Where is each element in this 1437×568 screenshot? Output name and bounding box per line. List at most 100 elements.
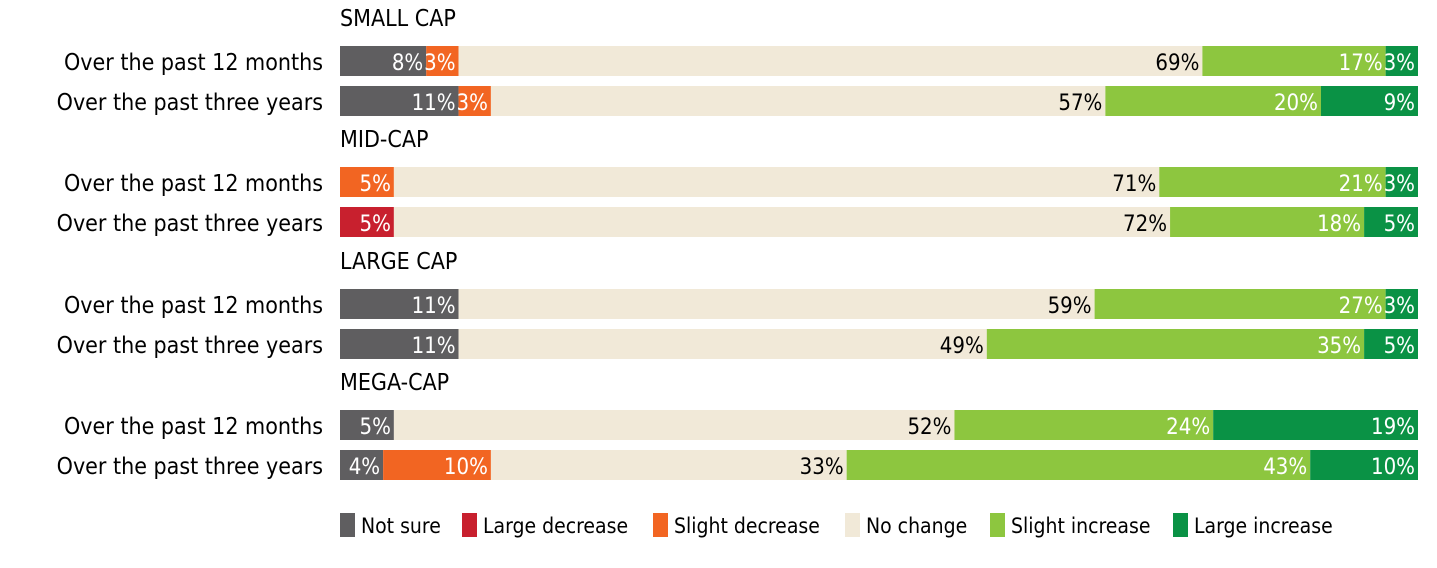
legend-swatch-slight-increase (990, 513, 1005, 537)
bar-segment-slight-increase (1202, 46, 1386, 76)
bar-segment-not-sure (340, 450, 384, 480)
data-label: 5% (359, 212, 390, 237)
bar-segment-slight-increase (1094, 289, 1386, 319)
group-title: MID-CAP (340, 127, 428, 153)
legend-swatch-slight-decrease (653, 513, 668, 537)
data-label: 3% (1384, 51, 1415, 76)
legend: Not sure Large decrease Slight decrease No … (340, 513, 1333, 538)
bar-segment-no-change (458, 46, 1203, 76)
legend-swatch-large-decrease (462, 513, 477, 537)
row-label: Over the past three years (57, 333, 323, 359)
data-label: 43% (1263, 455, 1307, 480)
data-label: 3% (1384, 172, 1415, 197)
legend-swatch-large-increase (1173, 513, 1188, 537)
row-label: Over the past 12 months (64, 414, 323, 440)
data-label: 11% (412, 294, 456, 319)
bar-segment-no-change (458, 329, 987, 359)
data-label: 19% (1371, 415, 1415, 440)
legend-label: Not sure (361, 514, 441, 538)
group-2: LARGE CAP Over the past 12 months 11% 59% 27… (57, 249, 1418, 359)
legend-label: Slight decrease (674, 514, 820, 538)
data-label: 57% (1058, 91, 1102, 116)
data-label: 10% (1371, 455, 1415, 480)
data-label: 5% (359, 172, 390, 197)
bar-segment-not-sure (340, 86, 459, 116)
bar-segment-no-change (393, 207, 1171, 237)
data-label: 17% (1339, 51, 1383, 76)
legend-label: Large increase (1194, 514, 1333, 538)
bar-row: Over the past 12 months 5% 52% 24% 19% (64, 410, 1418, 440)
bar-segment-not-sure (340, 329, 459, 359)
data-label: 8% (392, 51, 423, 76)
bar-segment-slight-increase (846, 450, 1311, 480)
bar-segment-slight-decrease (426, 46, 459, 76)
row-label: Over the past 12 months (64, 171, 323, 197)
data-label: 11% (412, 91, 456, 116)
row-label: Over the past three years (57, 90, 323, 116)
bar-segment-no-change (490, 86, 1106, 116)
data-label: 10% (444, 455, 488, 480)
bar-segment-slight-decrease (458, 86, 491, 116)
bar-segment-slight-increase (954, 410, 1214, 440)
data-label: 49% (940, 334, 984, 359)
data-label: 33% (800, 455, 844, 480)
bar-segment-slight-increase (1105, 86, 1321, 116)
row-label: Over the past three years (57, 454, 323, 480)
group-title: SMALL CAP (340, 6, 456, 32)
bar-segment-not-sure (340, 410, 394, 440)
legend-label: Large decrease (483, 514, 628, 538)
bar-segment-large-decrease (340, 207, 394, 237)
bar-segment-not-sure (340, 46, 427, 76)
group-1: MID-CAP Over the past 12 months 5% 71% 21% 3%… (57, 127, 1418, 237)
bar-segment-no-change (393, 410, 955, 440)
bar-segment-large-increase (1364, 207, 1418, 237)
legend-label: Slight increase (1011, 514, 1150, 538)
bar-row: Over the past three years 4% 10% 33% 43% 10% (57, 450, 1418, 480)
data-label: 59% (1048, 294, 1092, 319)
legend-swatch-no-change (845, 513, 860, 537)
row-label: Over the past 12 months (64, 50, 323, 76)
bar-segment-large-increase (1364, 329, 1418, 359)
data-label: 20% (1274, 91, 1318, 116)
data-label: 27% (1339, 294, 1383, 319)
row-label: Over the past 12 months (64, 293, 323, 319)
bar-row: Over the past three years 11% 49% 35% 5% (57, 329, 1418, 359)
group-title: MEGA-CAP (340, 370, 449, 396)
bar-segment-large-increase (1385, 289, 1418, 319)
legend-label: No change (866, 514, 967, 538)
data-label: 21% (1339, 172, 1383, 197)
data-label: 11% (412, 334, 456, 359)
legend-swatch-not-sure (340, 513, 355, 537)
data-label: 3% (424, 51, 455, 76)
data-label: 71% (1112, 172, 1156, 197)
data-label: 35% (1317, 334, 1361, 359)
bar-segment-slight-increase (1170, 207, 1365, 237)
data-label: 3% (457, 91, 488, 116)
data-label: 9% (1384, 91, 1415, 116)
data-label: 52% (907, 415, 951, 440)
row-label: Over the past three years (57, 211, 323, 237)
bar-segment-no-change (458, 289, 1095, 319)
bar-segment-no-change (490, 450, 847, 480)
bar-segment-large-increase (1213, 410, 1418, 440)
bar-row: Over the past three years 11% 3% 57% 20% 9% (57, 86, 1418, 116)
data-label: 5% (359, 415, 390, 440)
data-label: 69% (1155, 51, 1199, 76)
data-label: 3% (1384, 294, 1415, 319)
group-3: MEGA-CAP Over the past 12 months 5% 52% 24% 1… (57, 370, 1418, 480)
bar-segment-large-increase (1385, 46, 1418, 76)
bar-segment-slight-decrease (340, 167, 394, 197)
bar-row: Over the past 12 months 5% 71% 21% 3% (64, 167, 1418, 197)
data-label: 5% (1384, 334, 1415, 359)
bar-segment-slight-increase (986, 329, 1365, 359)
group-title: LARGE CAP (340, 249, 457, 275)
bar-segment-no-change (393, 167, 1160, 197)
bar-row: Over the past three years 5% 72% 18% 5% (57, 207, 1418, 237)
bar-segment-large-increase (1320, 86, 1418, 116)
bar-row: Over the past 12 months 8% 3% 69% 17% 3% (64, 46, 1418, 76)
bar-segment-large-increase (1310, 450, 1418, 480)
data-label: 5% (1384, 212, 1415, 237)
bar-segment-slight-decrease (383, 450, 491, 480)
